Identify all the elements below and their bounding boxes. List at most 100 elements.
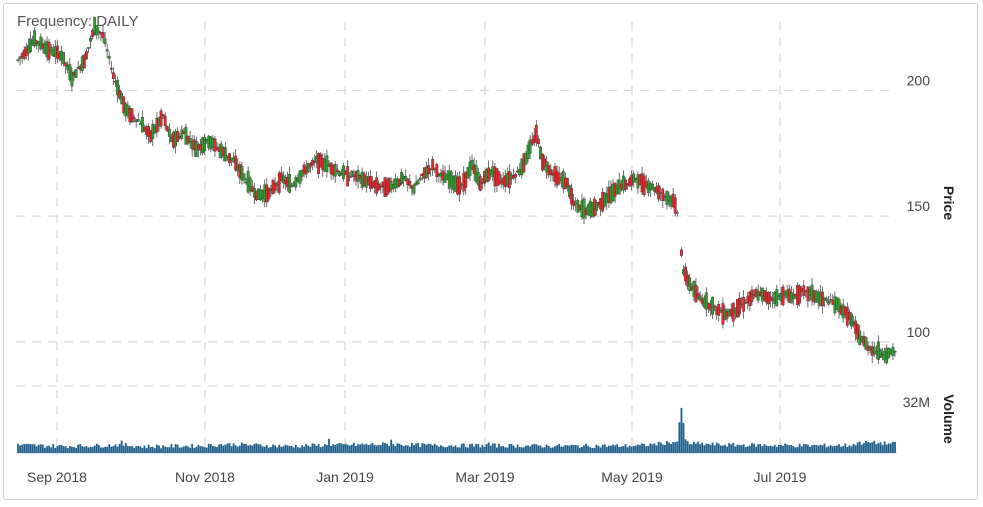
volume-bar-114 xyxy=(253,443,256,453)
volume-bar-173 xyxy=(375,445,378,453)
volume-bar-319 xyxy=(678,422,681,453)
candle-216 xyxy=(464,171,468,195)
volume-bar-102 xyxy=(228,442,231,453)
volume-bar-58 xyxy=(137,445,140,453)
volume-bar-13 xyxy=(44,447,46,453)
volume-bar-357 xyxy=(757,444,760,453)
volume-bar-261 xyxy=(558,443,561,453)
volume-bar-144 xyxy=(315,445,318,453)
volume-bar-151 xyxy=(330,445,332,453)
volume-bar-305 xyxy=(649,443,652,453)
volume-bar-167 xyxy=(363,444,366,453)
candle-261 xyxy=(557,166,561,186)
candle-44 xyxy=(107,51,111,65)
volume-bar-421 xyxy=(889,443,892,453)
candle-132 xyxy=(290,182,294,188)
volume-bar-202 xyxy=(435,445,438,453)
volume-bar-14 xyxy=(46,446,48,453)
candle-0 xyxy=(16,58,20,63)
volume-bar-226 xyxy=(485,444,488,453)
candle-170 xyxy=(369,170,372,192)
volume-bar-125 xyxy=(276,447,279,453)
candle-34 xyxy=(87,47,90,54)
volume-bar-38 xyxy=(95,443,98,453)
candle-6 xyxy=(29,31,32,54)
volume-bar-34 xyxy=(87,447,90,453)
volume-bar-162 xyxy=(352,442,355,453)
volume-bar-129 xyxy=(284,444,287,453)
volume-bar-348 xyxy=(738,444,741,453)
volume-bar-265 xyxy=(566,445,569,453)
volume-bar-160 xyxy=(348,445,351,453)
volume-bar-347 xyxy=(736,444,739,453)
volume-bar-65 xyxy=(151,446,154,453)
volume-bar-374 xyxy=(792,446,795,453)
volume-axis-title: Volume xyxy=(941,394,957,444)
volume-bar-217 xyxy=(467,447,469,453)
volume-bar-405 xyxy=(856,442,859,453)
volume-bar-94 xyxy=(211,446,214,453)
price-axis-title: Price xyxy=(941,186,957,220)
volume-bar-113 xyxy=(251,445,254,453)
x-tick-label: Mar 2019 xyxy=(455,469,514,485)
volume-bar-204 xyxy=(440,445,442,453)
candle-28 xyxy=(74,69,78,78)
volume-bar-119 xyxy=(263,446,266,453)
volume-bar-26 xyxy=(71,446,73,453)
volume-bar-313 xyxy=(666,441,668,453)
candle-8 xyxy=(33,27,36,48)
volume-bar-316 xyxy=(672,442,675,453)
volume-bar-391 xyxy=(827,446,830,453)
volume-bar-359 xyxy=(761,446,764,453)
volume-bar-54 xyxy=(129,446,131,453)
candle-250 xyxy=(534,119,538,147)
volume-bar-298 xyxy=(634,445,637,453)
candle-161 xyxy=(350,169,354,179)
volume-bar-292 xyxy=(622,446,625,453)
candle-273 xyxy=(582,196,586,225)
volume-bar-253 xyxy=(541,447,544,453)
volume-bar-400 xyxy=(846,446,849,453)
candle-320 xyxy=(680,247,683,258)
volume-bar-346 xyxy=(734,446,737,453)
volume-bar-143 xyxy=(313,443,316,453)
volume-bar-364 xyxy=(771,446,774,453)
volume-bar-154 xyxy=(336,443,339,453)
volume-bar-354 xyxy=(751,443,753,453)
volume-bar-203 xyxy=(437,446,440,453)
volume-bar-187 xyxy=(404,445,407,453)
volume-bar-234 xyxy=(502,446,505,453)
volume-bar-383 xyxy=(811,445,813,453)
volume-bar-255 xyxy=(545,444,548,453)
volume-bar-101 xyxy=(226,443,229,453)
volume-bar-301 xyxy=(641,443,643,453)
volume-bar-195 xyxy=(421,443,424,453)
volume-bar-257 xyxy=(549,447,552,453)
volume-bar-153 xyxy=(334,444,337,453)
volume-bar-362 xyxy=(767,446,770,453)
volume-bar-12 xyxy=(41,444,44,453)
volume-bar-285 xyxy=(607,445,610,453)
volume-bar-152 xyxy=(332,444,335,453)
volume-bar-186 xyxy=(402,446,405,453)
volume-bar-415 xyxy=(877,443,880,453)
volume-bar-36 xyxy=(91,446,94,453)
volume-bar-330 xyxy=(701,442,704,453)
volume-bar-110 xyxy=(245,444,247,453)
volume-bar-115 xyxy=(255,443,258,453)
volume-bar-382 xyxy=(809,446,811,453)
candle-1 xyxy=(18,56,22,66)
volume-bar-181 xyxy=(392,443,395,453)
volume-bar-303 xyxy=(645,446,648,453)
volume-bar-337 xyxy=(715,442,718,453)
volume-bar-349 xyxy=(740,445,743,453)
volume-bar-16 xyxy=(50,447,53,453)
volume-bar-180 xyxy=(390,439,393,453)
volume-bar-385 xyxy=(815,444,818,453)
volume-bar-281 xyxy=(599,447,602,453)
volume-bar-199 xyxy=(429,443,432,453)
volume-bar-286 xyxy=(610,445,612,453)
volume-bar-92 xyxy=(207,443,210,453)
volume-bar-381 xyxy=(807,444,809,453)
